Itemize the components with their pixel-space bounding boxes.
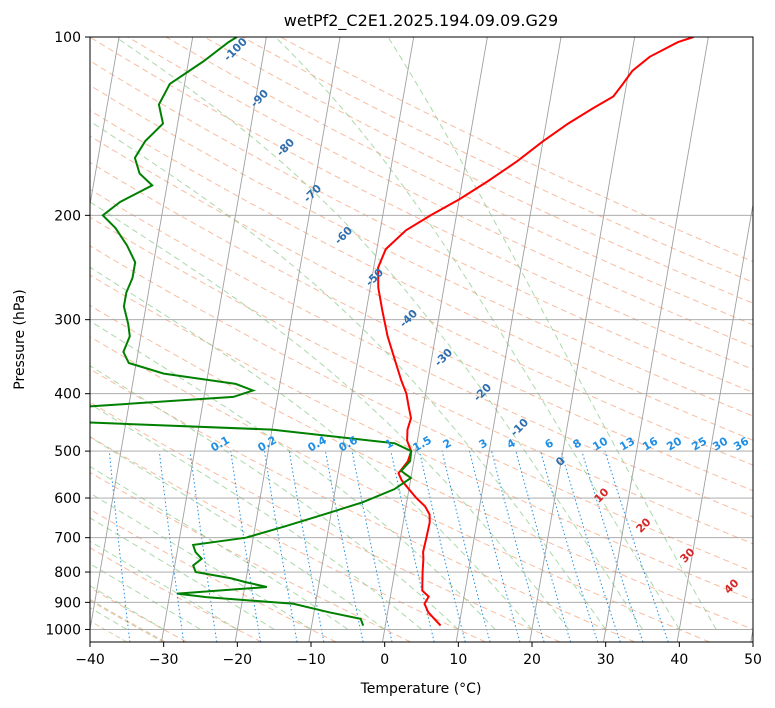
moist-adiabat-line bbox=[90, 201, 570, 630]
y-tick-label: 400 bbox=[54, 387, 81, 403]
dry-adiabats bbox=[90, 37, 753, 642]
dry-adiabat-line bbox=[90, 84, 753, 417]
dry-adiabat-line bbox=[90, 304, 753, 630]
dry-adiabat-line bbox=[90, 161, 753, 492]
pressure-gridlines bbox=[90, 37, 753, 630]
mixing-ratio-line bbox=[108, 451, 131, 642]
moist-adiabat-line bbox=[90, 465, 349, 630]
dry-adiabat-line bbox=[90, 508, 337, 642]
x-tick-label: −40 bbox=[75, 652, 105, 668]
x-tick-label: −30 bbox=[149, 652, 179, 668]
isotherm-line bbox=[90, 37, 120, 208]
y-tick-label: 800 bbox=[54, 565, 81, 581]
moist-adiabat-line bbox=[90, 563, 201, 630]
mixing-ratio-lines bbox=[108, 450, 669, 642]
profile-series bbox=[90, 37, 694, 627]
x-axis-title: Temperature (°C) bbox=[360, 681, 482, 697]
moist-adiabat-line bbox=[115, 37, 643, 630]
mixing-ratio-line bbox=[230, 451, 262, 642]
dry-adiabat-line bbox=[90, 245, 753, 573]
x-tick-label: 20 bbox=[523, 652, 541, 668]
moist-adiabats bbox=[90, 37, 717, 630]
mixing-ratio-line bbox=[351, 451, 393, 642]
dry-adiabat-line bbox=[90, 274, 753, 601]
y-tick-label: 1000 bbox=[45, 622, 81, 638]
isotherm-line bbox=[308, 37, 415, 642]
moist-adiabat-line bbox=[90, 266, 533, 630]
mixing-ratio-line bbox=[158, 451, 185, 642]
dry-adiabat-line bbox=[90, 37, 753, 371]
isotherm-line bbox=[161, 37, 267, 642]
mixing-ratio-line bbox=[560, 450, 621, 642]
mixing-ratio-line bbox=[581, 450, 644, 642]
mixing-ratio-line bbox=[491, 450, 545, 642]
y-tick-label: 700 bbox=[54, 531, 81, 547]
x-axis-ticks: −40 −30 −20 −10 0 10 20 30 40 50 bbox=[75, 642, 762, 668]
y-axis-ticks: 100 200 300 400 500 600 700 800 900 1000 bbox=[45, 30, 90, 638]
x-tick-label: 50 bbox=[744, 652, 762, 668]
chart-title: wetPf2_C2E1.2025.194.09.09.G29 bbox=[284, 11, 558, 31]
mixing-ratio-line bbox=[515, 450, 572, 642]
mixing-ratio-line bbox=[189, 451, 218, 642]
plot-frame bbox=[89, 36, 754, 643]
moist-adiabat-line bbox=[90, 540, 238, 630]
isotherms bbox=[90, 37, 753, 642]
mixing-ratio-line bbox=[469, 450, 521, 642]
moist-adiabat-line bbox=[90, 120, 607, 630]
dry-adiabat-line bbox=[90, 109, 753, 441]
dry-adiabat-line bbox=[90, 336, 710, 642]
isotherm-line bbox=[90, 37, 194, 633]
mixing-ratio-line bbox=[325, 451, 364, 642]
dewpoint-profile-line bbox=[90, 37, 413, 626]
plot-area: 0.1 0.2 0.4 0.6 1 1.5 2 3 4 6 8 10 13 16 20 25 30 36 -100… bbox=[90, 37, 753, 642]
moist-adiabat-line bbox=[90, 403, 422, 630]
y-tick-label: 600 bbox=[54, 491, 81, 507]
mixing-ratio-line bbox=[419, 450, 466, 642]
isotherm-line bbox=[234, 37, 341, 642]
moist-adiabat-line bbox=[387, 37, 717, 630]
moist-adiabat-line bbox=[90, 320, 496, 630]
mixing-ratio-line bbox=[264, 451, 298, 642]
isotherm-line bbox=[603, 37, 709, 642]
isotherm-line bbox=[529, 37, 636, 642]
y-axis-title: Pressure (hPa) bbox=[12, 289, 28, 389]
x-tick-label: −20 bbox=[223, 652, 253, 668]
dry-adiabat-line bbox=[90, 135, 753, 466]
isotherm-line bbox=[676, 201, 753, 642]
mixing-ratio-line bbox=[604, 450, 669, 642]
y-tick-label: 100 bbox=[54, 30, 81, 46]
moist-adiabat-line bbox=[90, 365, 459, 630]
dry-adiabat-line bbox=[90, 216, 753, 545]
y-tick-label: 900 bbox=[54, 595, 81, 611]
isotherm-line bbox=[382, 37, 488, 642]
moist-adiabat-line bbox=[90, 436, 385, 630]
temperature-profile-line bbox=[377, 37, 694, 627]
isotherm-line bbox=[455, 37, 562, 642]
moist-adiabat-line bbox=[90, 585, 164, 630]
y-tick-label: 500 bbox=[54, 444, 81, 460]
x-tick-label: 40 bbox=[670, 652, 688, 668]
y-tick-label: 300 bbox=[54, 313, 81, 329]
x-tick-label: 30 bbox=[597, 652, 615, 668]
mixing-ratio-line bbox=[441, 450, 491, 642]
dry-adiabat-line bbox=[90, 60, 753, 394]
x-tick-label: 10 bbox=[449, 652, 467, 668]
y-tick-label: 200 bbox=[54, 208, 81, 224]
x-tick-label: 0 bbox=[380, 652, 389, 668]
dry-adiabat-line bbox=[127, 37, 753, 348]
dry-adiabat-line bbox=[90, 368, 635, 642]
mixing-ratio-line bbox=[540, 450, 599, 642]
x-tick-label: −10 bbox=[296, 652, 326, 668]
